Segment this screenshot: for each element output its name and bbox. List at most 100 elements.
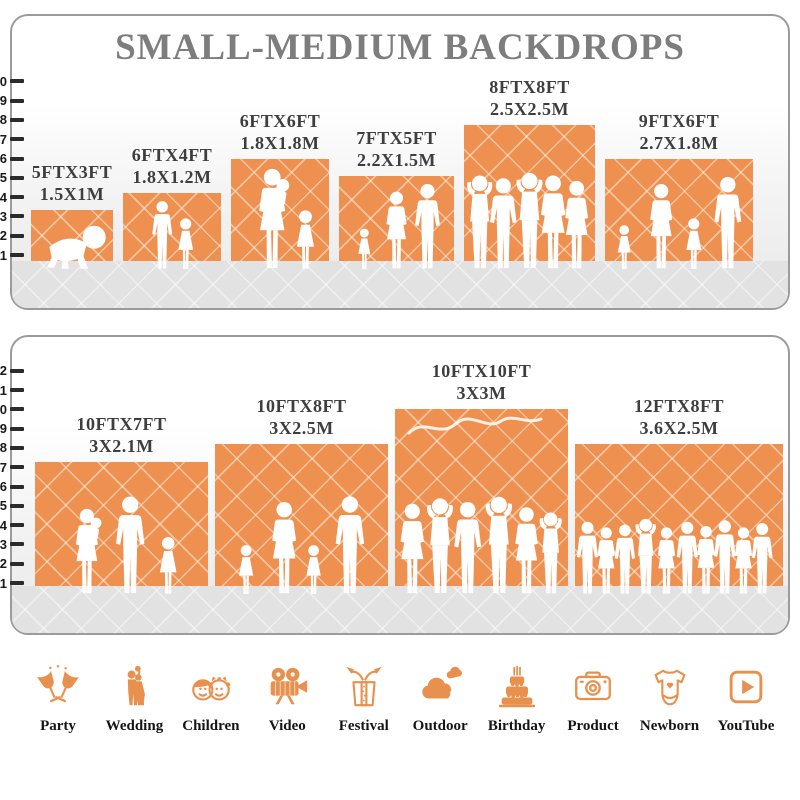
category-product: Product — [557, 664, 629, 770]
backdrop-size-label: 10FTX7FT 3X2.1M — [76, 414, 166, 458]
backdrop-size-label: 5FTX3FT 1.5X1M — [32, 162, 113, 206]
size-ft: 10FTX7FT — [76, 414, 167, 435]
tick-dash — [10, 156, 24, 161]
size-ft: 10FTX8FT — [256, 396, 347, 417]
category-label: Festival — [338, 718, 389, 734]
category-label: YouTube — [717, 718, 775, 734]
size-m: 3X3M — [456, 383, 507, 404]
tick-dash — [10, 214, 24, 219]
y-axis-tick: 4 — [0, 190, 24, 205]
y-axis-tick-label: 4 — [0, 517, 7, 533]
y-axis-tick-label: 3 — [0, 536, 7, 552]
y-axis-tick-label: 6 — [0, 479, 7, 494]
people-silhouettes — [400, 416, 562, 594]
y-axis-tick: 12 — [0, 363, 24, 378]
tick-dash — [10, 542, 24, 547]
y-axis-tick: 11 — [0, 383, 24, 398]
backdrop-bar — [339, 176, 454, 261]
y-axis-tick: 1 — [0, 248, 24, 263]
size-ft: 8FTX8FT — [489, 77, 570, 98]
backdrop-bar — [123, 193, 221, 261]
tick-dash — [10, 137, 24, 142]
y-axis-tick-label: 2 — [0, 228, 7, 244]
category-wedding: Wedding — [98, 664, 170, 770]
y-axis-tick-label: 10 — [0, 401, 7, 417]
people-silhouettes — [358, 183, 440, 270]
backdrop-bar — [215, 444, 388, 586]
y-axis-tick: 1 — [0, 576, 24, 591]
backdrop-size-label: 12FTX8FT 3.6X2.5M — [634, 396, 724, 440]
category-row: Party Wedding — [0, 650, 800, 770]
outdoor-icon — [422, 666, 463, 699]
ground-floor — [12, 261, 788, 308]
children-icon — [192, 676, 231, 701]
y-axis-tick: 3 — [0, 537, 24, 552]
y-axis-tick: 4 — [0, 518, 24, 533]
tick-dash — [10, 465, 24, 470]
y-axis-tick-label: 9 — [0, 421, 7, 437]
tick-dash — [10, 445, 24, 450]
tick-dash — [10, 98, 24, 103]
backdrop-size-label: 10FTX8FT 3X2.5M — [256, 396, 346, 440]
category-video: Video — [251, 664, 323, 770]
size-m: 2.2X1.5M — [356, 150, 436, 171]
category-youtube: YouTube — [710, 664, 782, 770]
y-axis-tick: 8 — [0, 440, 24, 455]
y-axis-tick: 10 — [0, 402, 24, 417]
y-axis-tick: 9 — [0, 421, 24, 436]
size-ft: 9FTX6FT — [638, 111, 720, 132]
y-axis-tick: 7 — [0, 132, 24, 147]
people-silhouettes — [152, 201, 194, 269]
y-axis-tick-label: 7 — [0, 459, 7, 475]
tick-dash — [10, 426, 24, 431]
size-m: 2.5X2.5M — [489, 99, 569, 120]
backdrop-bar — [231, 159, 329, 261]
category-label: Newborn — [639, 718, 700, 734]
category-label: Wedding — [105, 718, 164, 734]
y-axis-tick-label: 11 — [0, 382, 7, 398]
size-m: 2.7X1.8M — [639, 133, 719, 154]
birthday-icon — [498, 665, 535, 708]
y-axis-tick: 3 — [0, 209, 24, 224]
page-title: SMALL-MEDIUM BACKDROPS — [115, 27, 685, 68]
festival-icon — [346, 666, 382, 707]
category-label: Birthday — [487, 718, 546, 734]
y-axis-tick-label: 1 — [0, 247, 7, 263]
y-axis-tick-label: 12 — [0, 363, 7, 379]
category-birthday: Birthday — [481, 664, 553, 770]
youtube-icon — [729, 670, 763, 704]
y-axis-tick: 7 — [0, 460, 24, 475]
people-silhouettes — [617, 176, 742, 270]
tick-dash — [10, 253, 24, 257]
size-m: 1.5X1M — [39, 184, 105, 205]
party-icon — [37, 665, 79, 703]
y-axis-tick-label: 9 — [0, 93, 7, 109]
size-ft: 10FTX10FT — [431, 361, 532, 382]
category-label: Party — [40, 718, 76, 734]
y-axis-tick-label: 2 — [0, 556, 7, 572]
category-children: Children — [175, 664, 247, 770]
category-label: Outdoor — [412, 718, 468, 734]
backdrop-size-label: 6FTX4FT 1.8X1.2M — [132, 145, 213, 189]
size-m: 1.8X1.2M — [132, 167, 212, 188]
backdrop-size-label: 7FTX5FT 2.2X1.5M — [356, 128, 437, 172]
people-silhouettes — [467, 172, 589, 269]
size-ft: 6FTX6FT — [239, 111, 321, 132]
category-festival: Festival — [328, 664, 400, 770]
backdrop-size-label: 10FTX10FT 3X3M — [432, 361, 532, 405]
tick-dash — [10, 117, 24, 122]
category-label: Product — [567, 718, 619, 734]
category-outdoor: Outdoor — [404, 664, 476, 770]
video-icon — [271, 667, 308, 705]
y-axis-tick-label: 10 — [0, 73, 7, 89]
people-silhouettes — [576, 518, 773, 594]
tick-dash — [10, 175, 24, 180]
y-axis-tick: 6 — [0, 151, 24, 166]
backdrop-size-label: 8FTX8FT 2.5X2.5M — [489, 77, 570, 121]
size-ft: 6FTX4FT — [131, 145, 213, 166]
category-label: Video — [268, 718, 306, 734]
y-axis-tick: 9 — [0, 93, 24, 108]
y-axis-tick-label: 7 — [0, 131, 7, 147]
tick-dash — [10, 388, 24, 392]
product-icon — [575, 671, 611, 701]
